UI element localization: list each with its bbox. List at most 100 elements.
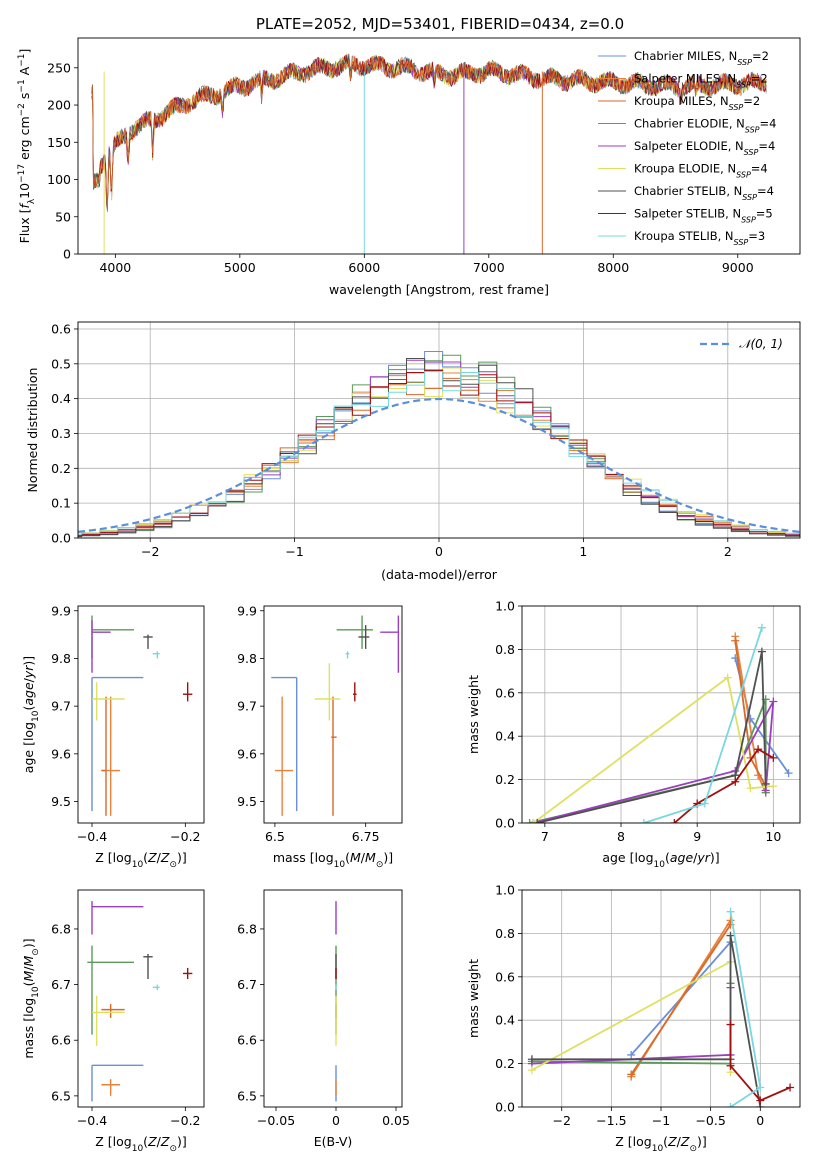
z-mass-panel: −0.4 −0.2 6.5 6.6 6.7 6.8 Z [log10(Z/Z⊙)] mass … (21, 889, 205, 1154)
x-tick-label: 1 (579, 544, 587, 559)
y-tick-label: 9.7 (51, 699, 71, 714)
y-tick-label: 9.8 (51, 651, 71, 666)
x-tick-label: −2 (141, 544, 159, 559)
x-axis-label: (data-model)/error (381, 567, 498, 582)
weight-marker (533, 819, 542, 823)
errorbar-point (183, 967, 193, 980)
y-tick-label: 0.0 (495, 816, 515, 831)
plot-area (522, 890, 800, 1107)
legend-entry: Salpeter ELODIE, NSSP=4 (634, 139, 775, 157)
errorbar-point (345, 651, 350, 659)
y-tick-label: 0 (63, 247, 71, 262)
weight-marker (731, 636, 740, 645)
x-axis-label: Z [log10(Z/Z⊙)] (615, 1134, 707, 1154)
y-tick-label: 0.3 (51, 426, 71, 441)
histogram-series-9 (78, 371, 800, 535)
y-tick-label: 0.2 (51, 461, 71, 476)
plot-area (91, 615, 193, 816)
errorbar-point (336, 615, 373, 649)
y-tick-label: 0.1 (51, 496, 71, 511)
weight-marker (527, 1055, 536, 1064)
x-tick-label: 5000 (224, 260, 256, 275)
errorbar-point (358, 625, 370, 649)
x-tick-label: 6000 (348, 260, 380, 275)
x-tick-label: −0.05 (257, 1113, 295, 1128)
errorbar-point (91, 901, 144, 935)
plot-area (271, 615, 400, 816)
x-tick-label: 9 (693, 829, 701, 844)
y-tick-label: 6.5 (237, 1088, 257, 1103)
weight-marker (726, 907, 735, 916)
weight-marker (761, 779, 770, 788)
y-tick-label: 0.8 (495, 642, 515, 657)
y-tick-label: 9.6 (51, 746, 71, 761)
errorbar-point (271, 676, 298, 812)
errorbar-point (91, 676, 144, 812)
weight-marker (726, 931, 735, 940)
y-axis-label: age [log10(age/yr)] (21, 656, 41, 773)
x-tick-label: −0.4 (77, 1113, 107, 1128)
weight-marker (769, 782, 778, 791)
errorbar-point (101, 1004, 125, 1018)
errorbar-point (152, 984, 160, 991)
plot-area (522, 606, 800, 823)
x-tick-label: 0 (756, 1113, 764, 1128)
weight-marker (723, 673, 732, 682)
z-weight-panel: −2 −1.5 −1 −0.5 0 0.0 0.2 0.4 0.6 0.8 1.0 Z [log10(… (466, 883, 801, 1154)
plot-area (87, 901, 193, 1102)
spectrum-legend: Chabrier MILES, NSSP=2 Salpeter MILES, NS… (598, 49, 776, 247)
errorbar-point (101, 696, 120, 816)
weight-marker (769, 697, 778, 706)
x-tick-label: 0 (332, 1113, 340, 1128)
x-axis-label: mass [log10(M/M⊙)] (273, 850, 393, 870)
errorbar-point (91, 620, 111, 673)
weight-marker (726, 1020, 735, 1029)
y-tick-label: 0.5 (51, 356, 71, 371)
weight-marker (756, 1083, 765, 1092)
x-tick-label: 6.75 (352, 829, 380, 844)
y-tick-label: 200 (47, 98, 71, 113)
weight-series-5 (533, 701, 775, 823)
weight-series-4 (529, 698, 767, 823)
y-tick-label: 6.7 (51, 977, 71, 992)
y-tick-label: 9.5 (51, 794, 71, 809)
age-weight-panel: 7 8 9 10 0.0 0.2 0.4 0.6 0.8 1.0 age [log10(age/yr… (466, 599, 801, 870)
x-axis-label: E(B-V) (314, 1134, 353, 1149)
errorbar-point (91, 615, 134, 659)
plot-area (91, 53, 767, 254)
weight-series-2 (734, 636, 767, 793)
weight-marker (746, 784, 755, 793)
legend-entry: Chabrier STELIB, NSSP=4 (634, 184, 774, 202)
y-axis-label: Normed distribution (25, 368, 40, 493)
histogram-series-1 (78, 351, 800, 538)
weight-marker (527, 1066, 536, 1075)
y-tick-label: 6.7 (237, 977, 257, 992)
x-axis-label: age [log10(age/yr)] (602, 850, 719, 870)
weight-series-6 (532, 676, 774, 823)
x-tick-label: −0.5 (695, 1113, 725, 1128)
y-tick-label: 0.4 (495, 1013, 515, 1028)
errorbar-point (152, 651, 160, 659)
ebv-mass-panel: −0.05 0 0.05 6.5 6.6 6.7 6.8 E(B-V) (237, 889, 410, 1149)
x-tick-label: 10 (765, 829, 781, 844)
legend-entry: Kroupa MILES, NSSP=2 (634, 94, 760, 112)
axes-frame (77, 605, 205, 824)
weight-marker (726, 1061, 735, 1070)
axes-frame (77, 321, 801, 539)
axes-frame (521, 605, 801, 824)
y-tick-label: 0.8 (495, 926, 515, 941)
y-tick-label: 9.5 (237, 794, 257, 809)
y-tick-label: 50 (55, 209, 71, 224)
legend-entry: Salpeter MILES, NSSP=2 (634, 72, 768, 90)
y-axis-label: mass weight (466, 959, 481, 1038)
z-age-panel: −0.4 −0.2 9.5 9.6 9.7 9.8 9.9 Z [log10(Z/Z⊙)] ag… (21, 603, 205, 870)
y-tick-label: 0.6 (495, 685, 515, 700)
x-tick-label: 0 (435, 544, 443, 559)
y-axis-label: Flux [fλ10−17 erg cm−2 s−1 A−1] (17, 49, 37, 244)
weight-marker (757, 647, 766, 656)
weight-marker (529, 819, 538, 823)
legend-entry: Salpeter STELIB, NSSP=5 (634, 207, 773, 225)
weight-marker (731, 777, 740, 786)
histogram-series-3 (78, 377, 800, 535)
